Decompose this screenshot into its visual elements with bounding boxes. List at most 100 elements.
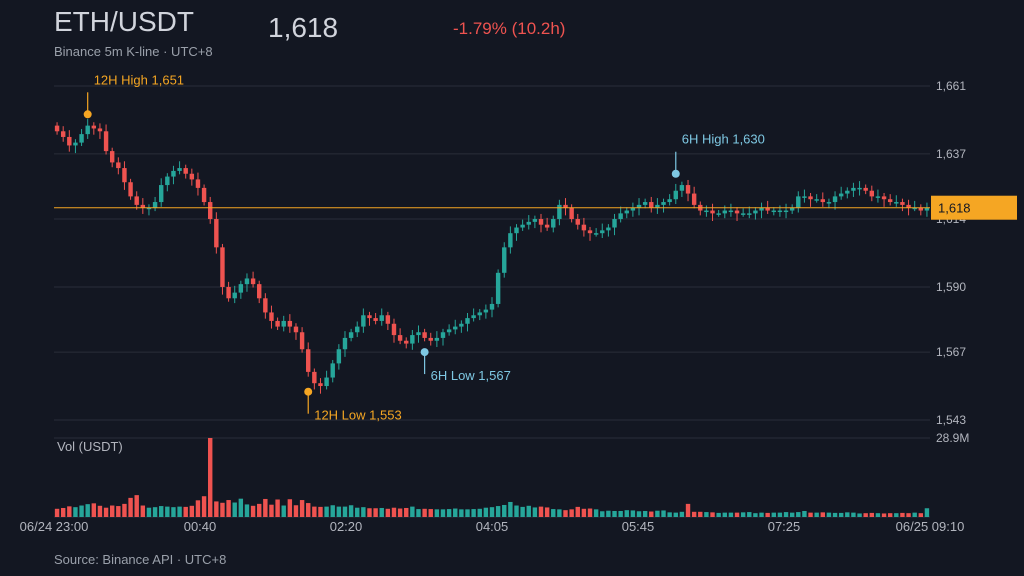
volume-bar [128,497,133,517]
volume-bar [691,511,697,517]
candle-body [410,335,415,344]
volume-bar [171,507,176,517]
volume-bar [477,508,482,517]
candle-body [416,332,421,336]
volume-bar [109,505,115,517]
annotation-marker [671,169,680,178]
candle-body [330,363,335,378]
candle-body [704,210,709,213]
volume-bar [324,506,329,517]
volume-bar [79,505,84,517]
candle-body [851,187,856,191]
candle-body [379,315,384,321]
volume-bar [869,512,875,517]
candle-body [924,207,930,211]
volume-bar [293,505,299,517]
volume-bar [630,510,636,517]
annotation-label: 6H High 1,630 [682,132,765,147]
candle-body [777,210,783,213]
volume-bar [318,506,323,517]
candle-body [655,204,660,208]
candle-body [820,199,826,203]
volume-bar [122,503,127,517]
volume-bar [146,507,152,517]
volume-bar [722,512,727,517]
candle-body [679,185,685,191]
volume-bar [244,504,250,517]
candle-body [336,349,342,364]
volume-bar [569,509,574,517]
volume-bar [924,508,930,517]
volume-bar [606,510,611,517]
volume-bar [661,510,666,517]
candle-body [250,278,256,285]
candle-body [673,190,678,200]
volume-bar [165,506,170,517]
candle-body [183,168,188,174]
candle-body [514,227,519,234]
volume-bar [91,503,97,517]
candle-body [502,247,507,273]
candle-body [342,337,348,350]
volume-bar [575,506,580,517]
candle-body [747,213,752,215]
candle-body [446,329,452,333]
candle-body [508,233,513,248]
candle-body [312,371,317,384]
time-tick-label: 04:05 [476,519,509,534]
volume-bar [820,512,826,517]
volume-bar [306,503,311,517]
candle-body [667,199,672,203]
volume-bar [428,509,433,517]
candle-body [875,196,881,198]
volume-bar [624,510,629,517]
candle-body [881,196,887,200]
candle-body [685,185,691,194]
candle-body [845,190,850,194]
candle-body [275,320,280,327]
volume-bar [410,506,415,517]
candle-body [526,221,531,225]
candle-body [569,207,574,220]
candle-body [544,224,550,228]
candle-body [728,210,734,213]
candle-body [538,219,544,225]
volume-bar [489,507,495,517]
volume-bar [397,508,403,517]
volume-bar [906,513,911,517]
volume-bar [495,506,501,517]
candle-body [832,196,838,203]
candle-body [661,202,666,205]
volume-bar [826,512,832,517]
candle-body [600,230,605,234]
candle-body [900,202,905,205]
candle-body [318,383,323,387]
candle-body [422,332,427,338]
volume-bar [777,512,783,517]
candle-body [306,349,311,372]
annotation-marker [304,387,313,396]
annotation-label: 6H Low 1,567 [431,368,511,383]
volume-bar [177,506,182,517]
volume-bar [385,508,391,517]
volume-bar [667,512,672,517]
candle-body [281,320,286,327]
volume-bar [422,508,427,517]
candle-body [97,128,103,132]
candle-body [642,202,648,205]
candle-body [324,377,329,387]
candle-body [581,224,587,231]
volume-bar [373,508,378,517]
volume-bar [220,502,225,517]
volume-bar [299,500,305,517]
volume-bar [771,512,776,517]
time-tick-label: 00:40 [184,519,217,534]
volume-bar [728,512,734,517]
volume-bar [734,512,740,517]
volume-bar [851,512,856,517]
candle-body [477,312,482,316]
candle-body [557,204,562,220]
candle-body [636,204,642,208]
volume-bar [416,509,421,517]
